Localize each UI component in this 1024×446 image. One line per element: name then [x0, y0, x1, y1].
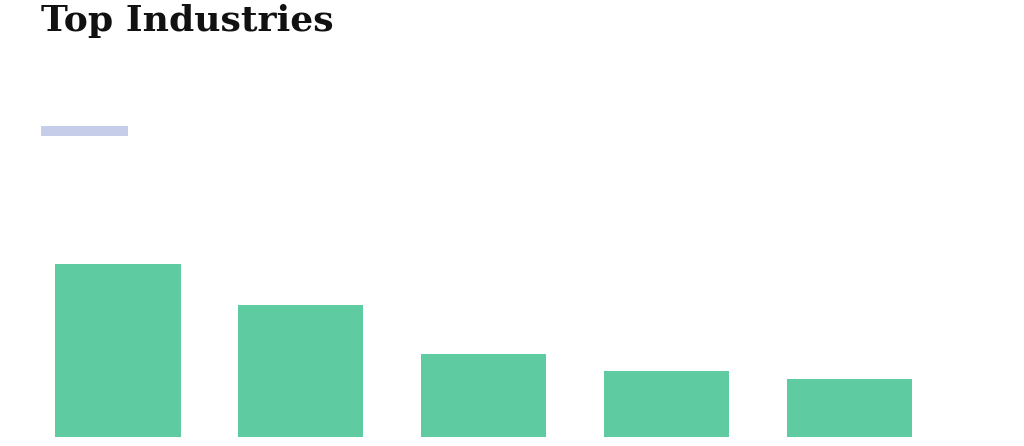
- Text: Top Industries: Top Industries: [41, 4, 334, 38]
- Bar: [604, 371, 729, 437]
- Bar: [786, 379, 912, 437]
- Bar: [421, 355, 547, 437]
- Bar: [55, 264, 180, 437]
- Bar: [239, 305, 364, 437]
